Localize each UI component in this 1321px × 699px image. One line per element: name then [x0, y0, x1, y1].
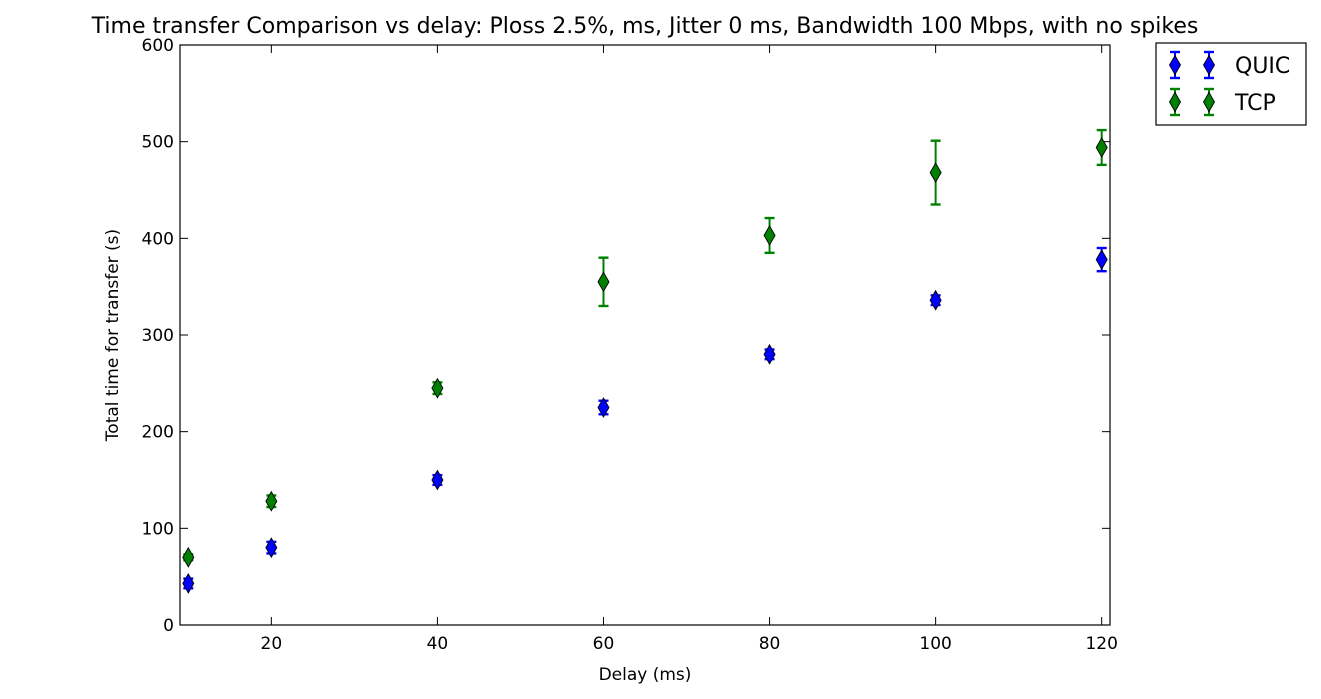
data-point-quic [1095, 249, 1108, 270]
y-tick-label: 600 [142, 36, 174, 56]
y-tick-label: 500 [142, 133, 174, 153]
x-tick-label: 120 [1085, 634, 1117, 654]
legend-marker-quic [1202, 50, 1216, 80]
y-tick-label: 400 [142, 229, 174, 249]
legend-diamond-quic [1202, 54, 1216, 76]
data-point-quic [929, 289, 942, 311]
data-point-tcp [1095, 137, 1108, 158]
x-tick-label: 100 [919, 634, 951, 654]
plot-area [180, 45, 1110, 625]
data-point-quic [763, 343, 776, 365]
legend-frame [1155, 42, 1307, 126]
y-tick-label: 300 [142, 326, 174, 346]
data-point-quic [597, 397, 610, 418]
data-point-tcp [597, 271, 610, 293]
legend-label-tcp: TCP [1234, 91, 1276, 116]
legend-marker-tcp [1202, 87, 1216, 117]
x-tick-label: 20 [261, 634, 283, 654]
series-quic [182, 246, 1108, 594]
data-point-tcp [763, 225, 776, 246]
data-point-quic [265, 537, 278, 559]
x-tick-label: 80 [759, 634, 781, 654]
legend-label-quic: QUIC [1235, 54, 1290, 79]
x-tick-label: 60 [593, 634, 615, 654]
legend-marker-tcp [1168, 87, 1182, 117]
y-tick-label: 100 [142, 519, 174, 539]
y-tick-label: 0 [163, 616, 174, 636]
data-point-tcp [431, 377, 444, 399]
axis-ticks: 20 40 60 80 100 120 0 100 200 300 400 500 600 [142, 36, 1118, 654]
data-point-quic [182, 573, 195, 594]
x-axis-label: Delay (ms) [599, 665, 692, 685]
legend-diamond-tcp [1202, 91, 1216, 113]
x-tick-label: 40 [427, 634, 449, 654]
series-tcp [182, 128, 1108, 568]
plot-frame [179, 44, 1111, 626]
legend-marker-quic [1168, 50, 1182, 80]
data-point-tcp [265, 490, 278, 512]
legend-diamond-tcp [1168, 91, 1182, 113]
y-tick-label: 200 [142, 423, 174, 443]
data-point-tcp [929, 162, 942, 183]
data-point-tcp [182, 546, 195, 568]
legend: QUIC TCP [1155, 42, 1307, 126]
y-axis-label: Total time for transfer (s) [103, 229, 123, 442]
data-point-quic [431, 469, 444, 491]
legend-diamond-quic [1168, 54, 1182, 76]
data-marks [182, 128, 1108, 594]
chart-title: Time transfer Comparison vs delay: Ploss… [91, 14, 1199, 39]
